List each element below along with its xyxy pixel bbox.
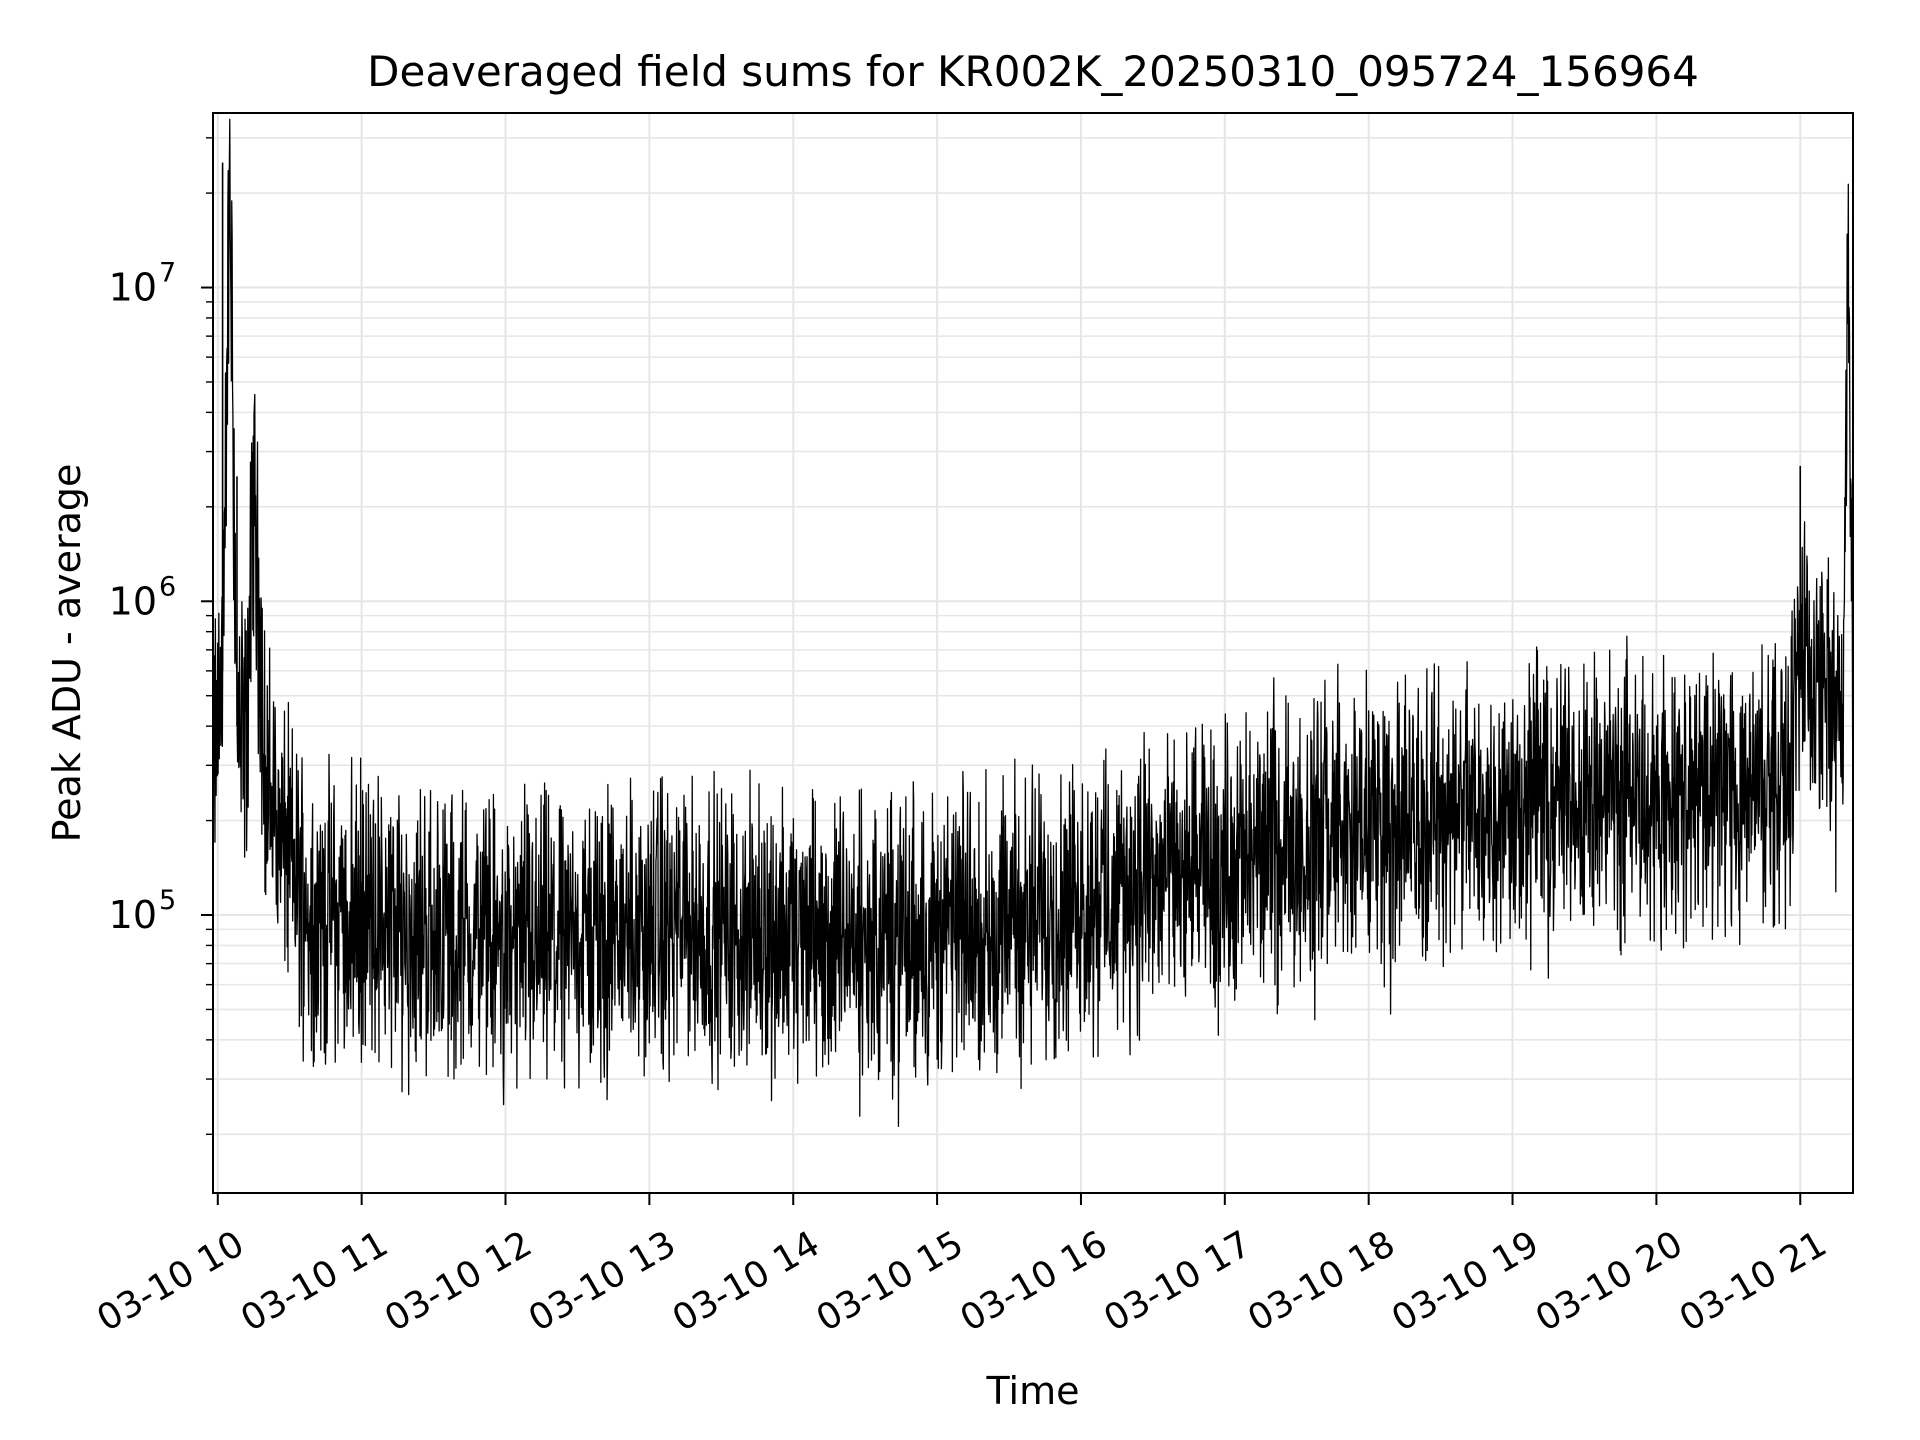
series-line [212, 118, 1854, 1127]
plot-frame [212, 112, 1854, 1194]
y-tick-label: 10 5 [109, 885, 177, 937]
chart-title: Deaveraged field sums for KR002K_2025031… [367, 47, 1699, 96]
y-tick-label: 10 6 [109, 571, 177, 623]
y-tick-exponent: 5 [159, 885, 176, 916]
y-tick-base: 10 [109, 893, 157, 937]
y-tick-exponent: 7 [159, 258, 176, 289]
x-axis-label: Time [986, 1369, 1080, 1413]
y-tick-exponent: 6 [159, 571, 176, 602]
y-axis-label: Peak ADU - average [45, 464, 89, 843]
y-tick-base: 10 [109, 579, 157, 623]
y-tick-label: 10 7 [109, 258, 177, 310]
y-tick-base: 10 [109, 266, 157, 310]
data-layer [212, 118, 1854, 1127]
